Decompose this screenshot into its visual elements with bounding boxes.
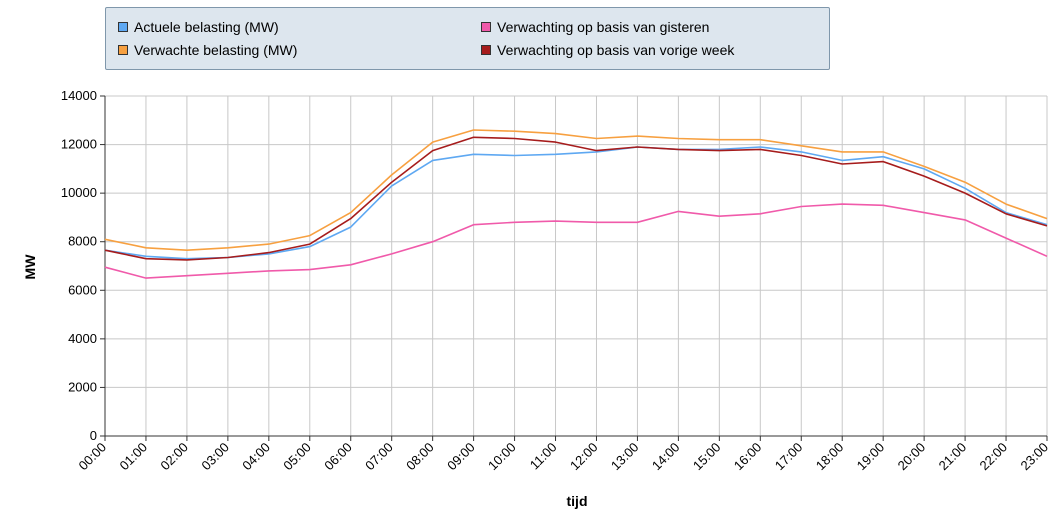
x-tick-label: 03:00 [198,440,232,474]
x-tick-label: 01:00 [116,440,150,474]
x-tick-label: 19:00 [854,440,888,474]
axes [100,95,1048,441]
legend-swatch-actuele [118,22,128,32]
series-lines [104,129,1048,279]
y-axis-title: MW [22,254,38,280]
legend-item-actuele[interactable]: Actuele belasting (MW) [118,19,279,35]
y-tick-label: 14000 [61,88,97,103]
legend-swatch-verwachte [118,45,128,55]
x-axis-title: tijd [567,493,588,509]
x-tick-label: 17:00 [772,440,806,474]
x-tick-label: 11:00 [527,440,560,473]
series-line-3 [104,136,1048,261]
legend-item-vorige-week[interactable]: Verwachting op basis van vorige week [481,42,734,58]
x-tick-label: 06:00 [321,440,355,474]
grid [105,95,1048,436]
x-tick-label: 18:00 [813,440,847,474]
y-tick-label: 10000 [61,185,97,200]
x-tick-label: 23:00 [1018,440,1052,474]
x-tick-label: 10:00 [485,440,519,474]
y-tick-label: 0 [90,428,97,443]
x-tick-label: 02:00 [157,440,191,474]
x-tick-label: 09:00 [444,440,478,474]
legend-item-verwachte[interactable]: Verwachte belasting (MW) [118,42,297,58]
x-tick-label: 04:00 [239,440,273,474]
x-tick-label: 08:00 [403,440,437,474]
x-tick-label: 12:00 [567,440,601,474]
y-tick-label: 6000 [68,282,97,297]
y-tick-label: 4000 [68,331,97,346]
legend-swatch-gisteren [481,22,491,32]
series-line-2 [104,203,1048,279]
x-tick-label: 16:00 [731,440,765,474]
x-tick-label: 21:00 [936,440,970,474]
legend-label-gisteren: Verwachting op basis van gisteren [497,19,710,35]
x-tick-label: 13:00 [608,440,642,474]
x-tick-label: 15:00 [690,440,724,474]
x-tick-label: 20:00 [895,440,929,474]
x-tick-label: 22:00 [977,440,1011,474]
y-tick-label: 8000 [68,234,97,249]
legend-label-verwachte: Verwachte belasting (MW) [134,42,298,58]
legend-label-actuele: Actuele belasting (MW) [134,19,279,35]
y-tick-label: 2000 [68,379,97,394]
x-tick-label: 07:00 [362,440,396,474]
legend-item-gisteren[interactable]: Verwachting op basis van gisteren [481,19,709,35]
legend-swatch-vorige-week [481,45,491,55]
series-line-1 [104,129,1048,251]
x-tick-label: 14:00 [649,440,683,474]
legend: Actuele belasting (MW) Verwachte belasti… [105,7,830,70]
series-line-0 [104,146,1048,260]
x-tick-label: 05:00 [280,440,314,474]
y-tick-label: 12000 [61,137,97,152]
x-tick-label: 00:00 [76,440,110,474]
legend-label-vorige-week: Verwachting op basis van vorige week [497,42,735,58]
